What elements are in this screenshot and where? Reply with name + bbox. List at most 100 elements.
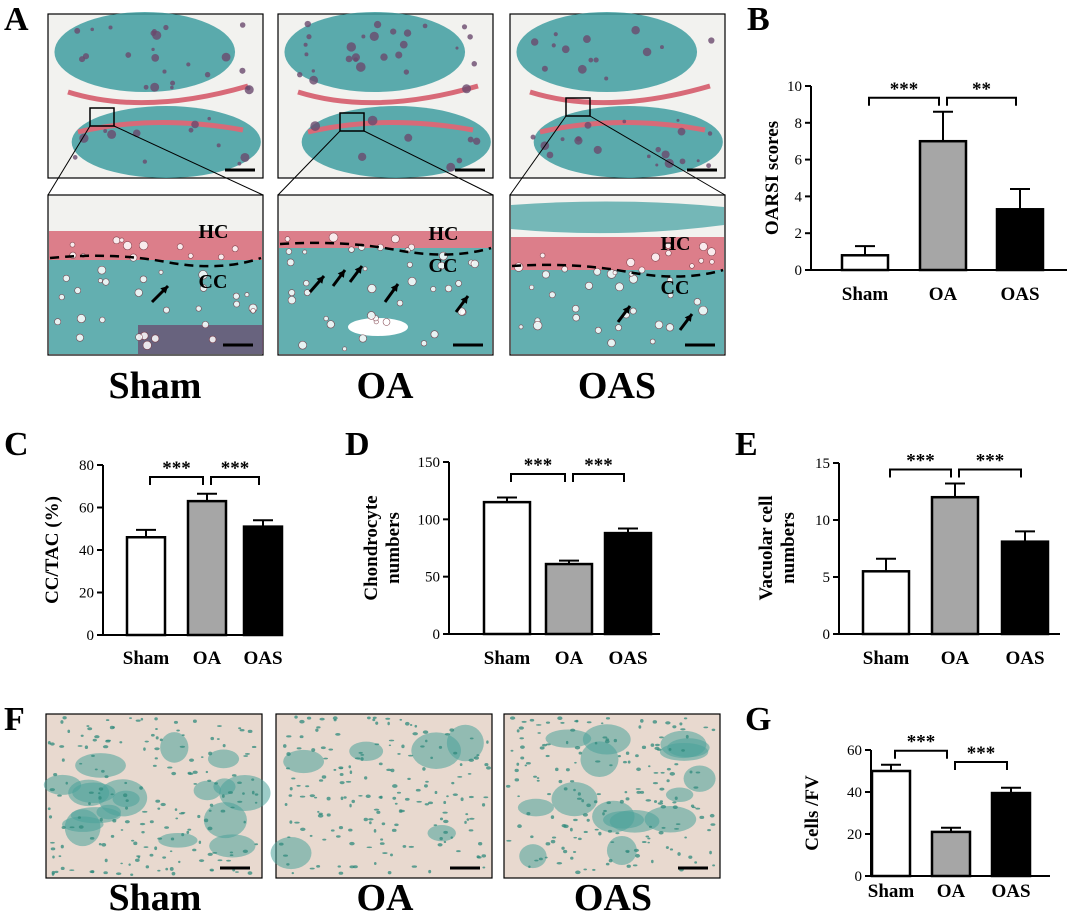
cell: [550, 815, 555, 820]
cell: [675, 823, 681, 825]
cell: [619, 799, 624, 804]
cell: [330, 829, 335, 832]
cell: [296, 747, 302, 750]
cell: [539, 746, 545, 750]
chondrocyte-cell: [176, 243, 184, 250]
cell: [481, 854, 487, 858]
chondrocyte-cell: [407, 276, 417, 286]
staining-group-label-oa: OA: [357, 877, 415, 919]
cell: [464, 820, 467, 824]
histology-overview-oa: [277, 12, 494, 179]
cell: [217, 725, 222, 727]
x-category-label: OA: [937, 881, 966, 902]
cell: [422, 730, 429, 734]
y-tick-label: 10: [787, 79, 802, 95]
cell: [47, 740, 51, 745]
zoom-connector-left: [47, 125, 91, 196]
chondrocyte-cell: [529, 284, 535, 291]
chondrocyte-cell: [123, 241, 133, 251]
cell: [563, 849, 568, 854]
cell: [77, 816, 82, 819]
staining-group-label-oas: OAS: [574, 877, 652, 919]
cell: [478, 842, 483, 846]
bar-chart-c: 0 20 40 60 80 Sham OA OAS *** *** CC/TAC (%): [42, 458, 284, 669]
marrow-spot: [311, 69, 316, 73]
cell: [285, 767, 290, 770]
cell: [376, 810, 381, 814]
cell: [337, 865, 341, 868]
cell: [131, 839, 135, 842]
cell: [79, 762, 83, 765]
arrow-head-icon: [684, 314, 692, 322]
cell: [415, 788, 421, 792]
y-axis-label-line: Vacuolar cell: [756, 495, 777, 600]
cell: [680, 728, 686, 731]
cell: [339, 772, 344, 776]
significance-label: ***: [906, 451, 935, 472]
cell: [652, 782, 658, 785]
cell: [67, 729, 71, 734]
cell-cluster: [160, 732, 189, 763]
cell: [51, 872, 55, 876]
marrow-spot: [577, 64, 587, 74]
cartilage-rim-upper: [67, 83, 249, 106]
cell: [647, 837, 651, 840]
cell: [569, 780, 575, 783]
chondrocyte-cell: [134, 288, 143, 297]
cell: [88, 791, 94, 794]
cell: [130, 873, 134, 876]
y-axis-label-line: Chondrocyte: [361, 495, 382, 600]
cc-zone-label: CC: [199, 271, 228, 293]
cell: [385, 717, 391, 720]
cell: [602, 736, 608, 739]
marrow-spot: [191, 120, 199, 129]
cell: [120, 829, 124, 831]
cell-cluster: [158, 832, 198, 848]
marrow-spot: [530, 134, 536, 140]
cell: [291, 872, 295, 875]
chondrocyte-cell: [54, 318, 62, 326]
cell: [169, 867, 174, 871]
cell: [323, 757, 328, 760]
cell: [382, 852, 388, 854]
cell: [443, 830, 448, 834]
cell: [87, 727, 93, 731]
cell: [289, 820, 293, 824]
cartilage-rim-lower: [307, 119, 474, 135]
cell: [160, 802, 166, 807]
panel-letter-f: F: [4, 701, 25, 738]
cell: [369, 821, 372, 825]
y-tick-label: 5: [823, 570, 831, 586]
marrow-spot: [461, 24, 468, 30]
arrow-head-icon: [160, 286, 168, 294]
cell: [242, 849, 248, 854]
cell: [550, 839, 556, 844]
cell: [537, 732, 541, 734]
cell: [408, 845, 414, 848]
cell-cluster: [68, 779, 110, 807]
cell: [693, 786, 699, 789]
cell: [247, 871, 253, 875]
cell: [378, 795, 383, 799]
marrow-spot: [163, 24, 169, 31]
cell: [392, 784, 398, 788]
cell: [557, 716, 563, 721]
marrow-spot: [170, 85, 174, 90]
cell: [110, 834, 115, 838]
cell: [254, 793, 259, 796]
x-category-label: Sham: [484, 648, 531, 669]
chondrocyte-cell: [693, 298, 701, 306]
cell: [570, 856, 574, 860]
marrow-spot: [151, 53, 160, 62]
cell: [525, 762, 531, 765]
cell: [205, 770, 209, 774]
cell: [703, 726, 709, 729]
cell: [152, 764, 157, 767]
cell: [674, 796, 678, 800]
panel-letter-e: E: [735, 426, 758, 463]
cell: [309, 834, 313, 837]
cell: [520, 745, 525, 749]
cell: [443, 819, 449, 824]
cell: [684, 836, 687, 839]
y-axis-label-line: Cells /FV: [802, 775, 823, 851]
